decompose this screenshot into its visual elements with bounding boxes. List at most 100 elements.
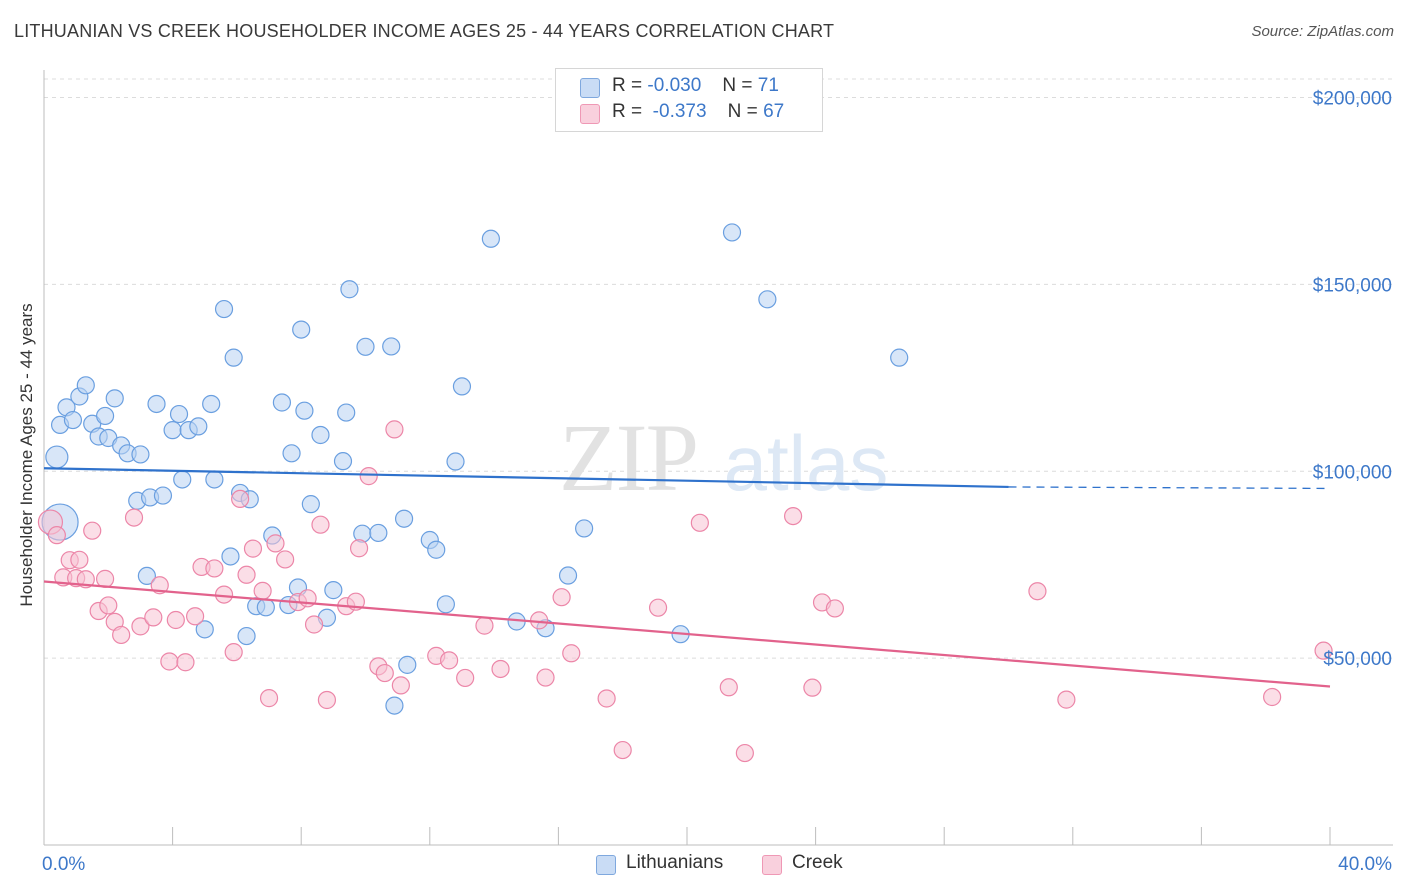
points: [37, 223, 1333, 763]
data-point-creek: [124, 508, 144, 527]
data-point-lithuanians: [333, 452, 353, 471]
data-point-creek: [375, 663, 394, 683]
data-point-creek: [491, 659, 510, 679]
data-point-lithuanians: [137, 566, 156, 586]
data-point-creek: [231, 489, 250, 509]
data-point-creek: [304, 615, 324, 634]
axes: [43, 70, 1393, 846]
data-point-creek: [825, 599, 844, 618]
data-point-lithuanians: [292, 320, 311, 339]
bottom-legend-label-lithuanians: Lithuanians: [626, 852, 724, 873]
data-point-lithuanians: [256, 598, 275, 617]
data-point-creek: [311, 515, 330, 534]
data-point-lithuanians: [63, 410, 83, 430]
data-point-lithuanians: [311, 425, 330, 445]
data-point-lithuanians: [224, 348, 243, 367]
data-point-lithuanians: [45, 445, 69, 469]
data-point-lithuanians: [436, 595, 455, 614]
data-point-creek: [690, 513, 709, 532]
data-point-creek: [783, 506, 803, 526]
data-point-lithuanians: [95, 406, 115, 426]
data-point-lithuanians: [195, 620, 214, 639]
y-tick-label: $150,000: [1313, 275, 1392, 296]
legend-n-value: 67: [763, 101, 785, 122]
data-point-lithuanians: [337, 403, 356, 422]
data-point-creek: [317, 690, 337, 710]
data-point-creek: [475, 616, 494, 635]
data-point-creek: [47, 526, 66, 545]
data-point-lithuanians: [385, 696, 404, 715]
data-point-creek: [266, 534, 285, 553]
data-point-creek: [176, 653, 195, 672]
data-point-creek: [1028, 582, 1047, 601]
data-point-creek: [456, 668, 475, 688]
data-point-lithuanians: [427, 540, 446, 559]
data-point-creek: [166, 610, 185, 630]
data-point-creek: [99, 596, 118, 615]
data-point-creek: [613, 740, 632, 760]
legend-n-label: N =: [727, 101, 758, 122]
data-point-lithuanians: [398, 655, 417, 674]
data-point-lithuanians: [153, 486, 173, 505]
data-point-lithuanians: [452, 377, 472, 396]
source-note: Source: ZipAtlas.com: [1251, 23, 1394, 40]
data-point-creek: [150, 576, 169, 595]
data-point-lithuanians: [575, 519, 594, 538]
data-point-creek: [243, 539, 263, 558]
data-point-creek: [224, 643, 243, 662]
data-point-creek: [95, 569, 115, 588]
data-point-creek: [253, 581, 272, 600]
correlation-legend: R = -0.030 N = 71 R = -0.373 N = 67: [555, 68, 823, 132]
data-point-creek: [391, 676, 410, 695]
data-point-creek: [385, 420, 404, 439]
bottom-legend-label-creek: Creek: [792, 852, 843, 873]
data-point-lithuanians: [369, 523, 388, 543]
data-point-creek: [131, 617, 150, 636]
bottom-legend-swatch-lithuanians: [596, 855, 616, 875]
y-axis-label: Householder Income Ages 25 - 44 years: [17, 303, 36, 607]
data-point-creek: [205, 559, 224, 578]
data-point-creek: [70, 550, 89, 569]
data-point-lithuanians: [237, 626, 256, 646]
legend-r-value: -0.373: [652, 101, 707, 122]
data-point-creek: [597, 689, 616, 708]
data-point-creek: [735, 743, 754, 763]
data-point-lithuanians: [214, 299, 234, 319]
data-point-creek: [719, 678, 738, 697]
data-point-creek: [552, 588, 571, 607]
data-point-creek: [536, 668, 555, 687]
data-point-lithuanians: [481, 229, 500, 248]
data-point-creek: [1263, 687, 1282, 707]
data-point-lithuanians: [758, 290, 777, 309]
data-point-creek: [1314, 641, 1333, 660]
chart-title: LITHUANIAN VS CREEK HOUSEHOLDER INCOME A…: [14, 21, 835, 41]
legend-r-label: R =: [612, 75, 643, 96]
data-point-creek: [349, 539, 369, 558]
data-point-creek: [112, 625, 131, 645]
data-point-lithuanians: [295, 401, 314, 420]
data-point-lithuanians: [105, 389, 124, 408]
legend-r-value: -0.030: [647, 75, 702, 96]
bottom-legend-swatch-creek: [762, 855, 782, 875]
data-point-creek: [648, 598, 668, 617]
legend-n-value: 71: [757, 75, 779, 96]
data-point-lithuanians: [446, 452, 465, 471]
data-point-lithuanians: [163, 421, 182, 440]
data-point-lithuanians: [301, 495, 320, 514]
data-point-creek: [803, 678, 822, 697]
data-point-creek: [359, 467, 378, 486]
data-point-lithuanians: [76, 376, 95, 395]
data-point-creek: [439, 651, 459, 670]
data-point-lithuanians: [890, 348, 909, 367]
data-point-lithuanians: [202, 394, 221, 414]
data-point-lithuanians: [147, 394, 166, 414]
data-point-creek: [259, 689, 279, 708]
watermark-zip: ZIP: [559, 404, 697, 511]
data-point-lithuanians: [221, 547, 240, 566]
y-tick-label: $50,000: [1323, 649, 1392, 670]
data-point-lithuanians: [173, 470, 192, 489]
data-point-creek: [237, 565, 256, 584]
data-point-creek: [214, 585, 234, 604]
data-point-lithuanians: [558, 566, 578, 585]
data-point-creek: [276, 550, 295, 569]
